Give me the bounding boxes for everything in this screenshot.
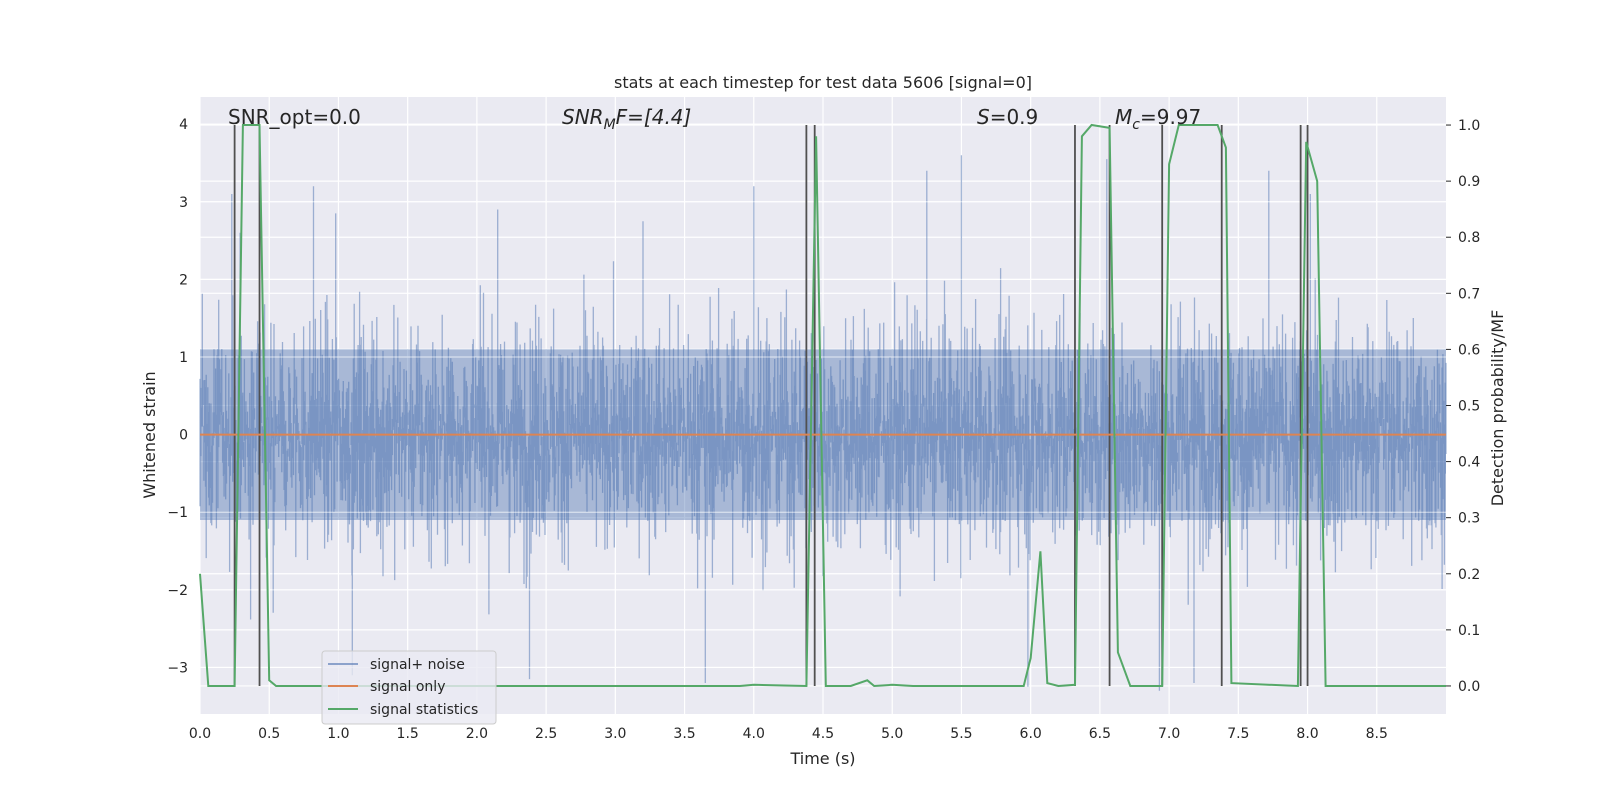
x-tick-label: 2.5 [535,726,557,742]
y-tick-label: 0 [179,428,188,444]
mc-rest: =9.97 [1140,105,1201,129]
y-axis-label: Whitened strain [140,371,159,498]
snr-mf-rest: F=[4.4] [616,105,692,129]
x-tick-label: 7.0 [1158,726,1180,742]
x-axis-label: Time (s) [789,749,855,768]
series-line-signal-statistics [199,123,1446,688]
snr-mf-main: SNR [562,105,604,129]
legend-label-signal-statistics: signal statistics [370,702,478,718]
y-tick-label: −1 [167,505,188,521]
x-tick-label: 3.5 [673,726,695,742]
x-tick-label: 5.5 [950,726,972,742]
y2-tick-label: 0.6 [1458,342,1480,358]
y2-tick-label: 0.7 [1458,286,1480,302]
y2-tick-label: 0.2 [1458,567,1480,583]
y-tick-label: −3 [167,660,188,676]
annotation-s: S=0.9 [977,105,1038,129]
legend-label-signal-noise: signal+ noise [370,657,465,673]
y2-tick-label: 0.3 [1458,511,1480,527]
y2-tick-label: 0.5 [1458,399,1480,415]
vertical-markers [233,125,1309,686]
y2-tick-label: 0.0 [1458,679,1480,695]
x-tick-label: 4.0 [743,726,765,742]
y2-tick-label: 0.8 [1458,230,1480,246]
x-tick-label: 5.0 [881,726,903,742]
y-tick-label: 4 [179,117,188,133]
y2-tick-label: 0.9 [1458,174,1480,190]
y2-axis-label: Detection probability/MF [1488,310,1507,507]
x-tick-label: 3.0 [604,726,626,742]
legend-box [321,650,497,725]
tick-labels: 0.0 0.5 1.0 1.5 2.0 2.5 3.0 3.5 4.0 4.5 5.0 5.5 6.0 6… [167,117,1480,742]
y2-tick-label: 1.0 [1458,118,1480,134]
x-tick-label: 7.5 [1227,726,1249,742]
y2-tick-label: 0.1 [1458,623,1480,639]
y-tick-label: 2 [179,272,188,288]
x-tick-label: 6.0 [1020,726,1042,742]
annotation-snr-opt: SNR_opt=0.0 [228,105,361,129]
y2-tick-label: 0.4 [1458,455,1480,471]
y-tick-label: 1 [179,350,188,366]
x-tick-label: 1.0 [327,726,349,742]
mc-main: M [1115,105,1132,129]
s-rest: =0.9 [990,105,1039,129]
annotation-snr-mf: SNRMF=[4.4] [562,105,691,133]
x-tick-label: 8.0 [1296,726,1318,742]
x-tick-label: 4.5 [812,726,834,742]
x-tick-label: 6.5 [1089,726,1111,742]
x-tick-label: 8.5 [1366,726,1388,742]
x-tick-label: 2.0 [466,726,488,742]
legend-label-signal-only: signal only [370,679,445,695]
mc-sub: c [1132,117,1140,133]
annotation-mc: Mc=9.97 [1115,105,1201,133]
x-tick-label: 0.5 [258,726,280,742]
legend: signal+ noise signal only signal statist… [321,650,497,725]
y-tick-label: −2 [167,583,188,599]
snr-mf-sub: M [604,117,616,133]
y-tick-label: 3 [179,195,188,211]
chart-title: stats at each timestep for test data 560… [614,73,1032,92]
x-tick-label: 0.0 [189,726,211,742]
line-series [199,123,1446,688]
x-tick-label: 1.5 [397,726,419,742]
s-main: S [977,105,990,129]
signal-noise-trace [199,155,1447,691]
